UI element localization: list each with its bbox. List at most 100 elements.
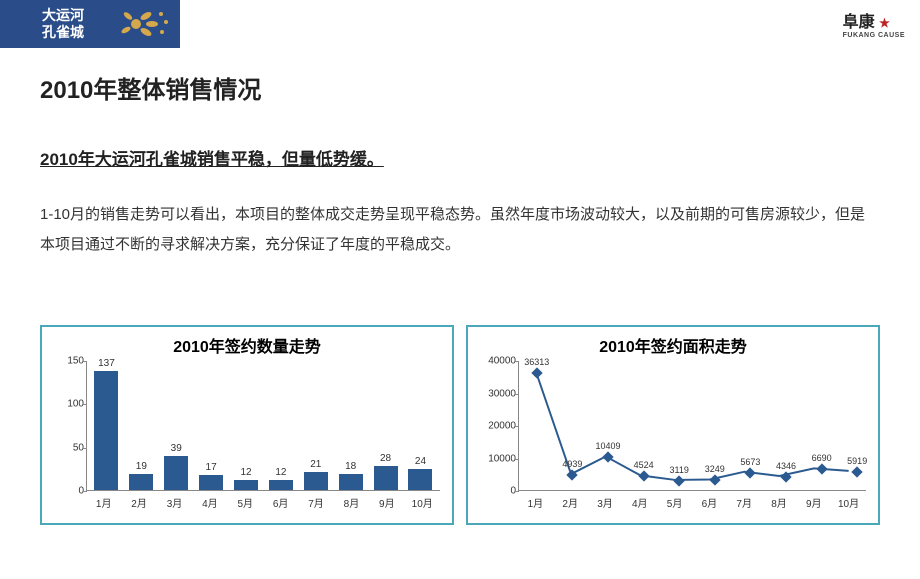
x-tick-label: 1月 (89, 495, 119, 510)
bar-value-label: 19 (136, 461, 147, 472)
y-tick-label: 150 (67, 356, 84, 367)
x-tick-label: 9月 (372, 495, 402, 510)
x-tick-label: 3月 (159, 495, 189, 510)
y-tick (515, 394, 519, 395)
bar: 24 (405, 469, 435, 490)
charts-row: 2010年签约数量走势 050100150 137 19 39 17 12 12 21 18 2… (40, 325, 880, 525)
line-marker (602, 451, 613, 462)
bar-value-label: 12 (240, 467, 251, 478)
bar-rect (269, 480, 293, 490)
x-tick-label: 1月 (520, 495, 550, 510)
y-tick (83, 404, 87, 405)
x-tick-label: 4月 (625, 495, 655, 510)
x-tick-label: 5月 (660, 495, 690, 510)
bar-rect (94, 371, 118, 490)
y-tick (83, 361, 87, 362)
y-tick (515, 361, 519, 362)
x-tick-label: 7月 (729, 495, 759, 510)
line-chart-area: 010000200003000040000 363134939104094524… (476, 361, 870, 521)
logo-swirl-icon (116, 4, 176, 44)
line-marker (745, 467, 756, 478)
line-marker (531, 367, 542, 378)
line-points: 3631349391040945243119324956734346669059… (519, 361, 866, 490)
bar-rect (199, 475, 223, 490)
line-value-label: 4346 (776, 461, 796, 471)
bar-rect (129, 474, 153, 490)
x-tick-label: 10月 (834, 495, 864, 510)
y-tick-label: 100 (67, 399, 84, 410)
y-tick (83, 448, 87, 449)
line-marker (709, 475, 720, 486)
y-tick-label: 30000 (488, 388, 516, 399)
bar: 39 (161, 456, 191, 490)
line-marker (674, 475, 685, 486)
line-value-label: 6690 (812, 453, 832, 463)
bar-value-label: 18 (345, 461, 356, 472)
x-tick-label: 5月 (230, 495, 260, 510)
logo-right-text: 阜康 (843, 14, 875, 31)
bar-value-label: 21 (310, 459, 321, 470)
bar-value-label: 137 (98, 358, 115, 369)
bar-rect (234, 480, 258, 490)
bar: 12 (231, 480, 261, 490)
line-plot: 3631349391040945243119324956734346669059… (518, 361, 866, 491)
bar-rect (339, 474, 363, 490)
line-value-label: 10409 (595, 441, 620, 451)
x-tick-label: 9月 (799, 495, 829, 510)
line-marker (638, 471, 649, 482)
y-tick (515, 426, 519, 427)
line-marker (816, 464, 827, 475)
x-tick-label: 7月 (301, 495, 331, 510)
line-chart: 2010年签约面积走势 010000200003000040000 363134… (466, 325, 880, 525)
bar-rect (374, 466, 398, 490)
bar: 18 (336, 474, 366, 490)
bar: 137 (91, 371, 121, 490)
bar: 12 (266, 480, 296, 490)
bar-value-label: 24 (415, 456, 426, 467)
bars-container: 137193917121221182824 (87, 361, 440, 490)
bar-value-label: 17 (206, 462, 217, 473)
bar-y-axis: 050100150 (50, 361, 86, 491)
x-tick-label: 6月 (266, 495, 296, 510)
line-x-axis: 1月 2月 3月 4月 5月 6月 7月 8月 9月 10月 (518, 495, 866, 510)
bar: 21 (301, 472, 331, 490)
line-value-label: 4524 (634, 460, 654, 470)
bar-plot: 137193917121221182824 (86, 361, 440, 491)
logo-right-sub: FUKANG CAUSE (843, 32, 905, 39)
subtitle: 2010年大运河孔雀城销售平稳，但量低势缓。 (40, 145, 384, 170)
line-value-label: 5919 (847, 456, 867, 466)
x-tick-label: 10月 (407, 495, 437, 510)
bar-chart: 2010年签约数量走势 050100150 137 19 39 17 12 12 21 18 2… (40, 325, 454, 525)
bar-x-axis: 1月2月3月4月5月6月7月8月9月10月 (86, 495, 440, 510)
line-value-label: 3119 (670, 465, 689, 475)
y-tick (515, 459, 519, 460)
y-tick (83, 491, 87, 492)
x-tick-label: 2月 (555, 495, 585, 510)
logo-left: 大运河 孔雀城 (0, 0, 180, 48)
y-tick-label: 10000 (488, 453, 516, 464)
x-tick-label: 8月 (336, 495, 366, 510)
bar: 28 (371, 466, 401, 490)
x-tick-label: 8月 (764, 495, 794, 510)
logo-right: 阜康 ★ FUKANG CAUSE (843, 8, 905, 39)
bar-rect (164, 456, 188, 490)
page-title: 2010年整体销售情况 (40, 70, 261, 105)
bar-rect (304, 472, 328, 490)
bar: 19 (126, 474, 156, 490)
line-value-label: 36313 (524, 357, 549, 367)
line-chart-title: 2010年签约面积走势 (476, 333, 870, 357)
bar-rect (408, 469, 432, 490)
bar-chart-title: 2010年签约数量走势 (50, 333, 444, 357)
line-marker (780, 471, 791, 482)
bar-chart-area: 050100150 137193917121221182824 1月2月3月4月… (50, 361, 444, 521)
line-value-label: 3249 (705, 464, 725, 474)
logo-left-text: 大运河 孔雀城 (42, 7, 84, 41)
line-value-label: 4939 (562, 459, 582, 469)
bar-value-label: 12 (275, 467, 286, 478)
header: 大运河 孔雀城 阜康 ★ FUKANG CAUSE (0, 0, 920, 48)
y-tick-label: 40000 (488, 356, 516, 367)
x-tick-label: 6月 (694, 495, 724, 510)
line-value-label: 5673 (740, 457, 760, 467)
body-text: 1-10月的销售走势可以看出，本项目的整体成交走势呈现平稳态势。虽然年度市场波动… (40, 200, 880, 260)
x-tick-label: 3月 (590, 495, 620, 510)
